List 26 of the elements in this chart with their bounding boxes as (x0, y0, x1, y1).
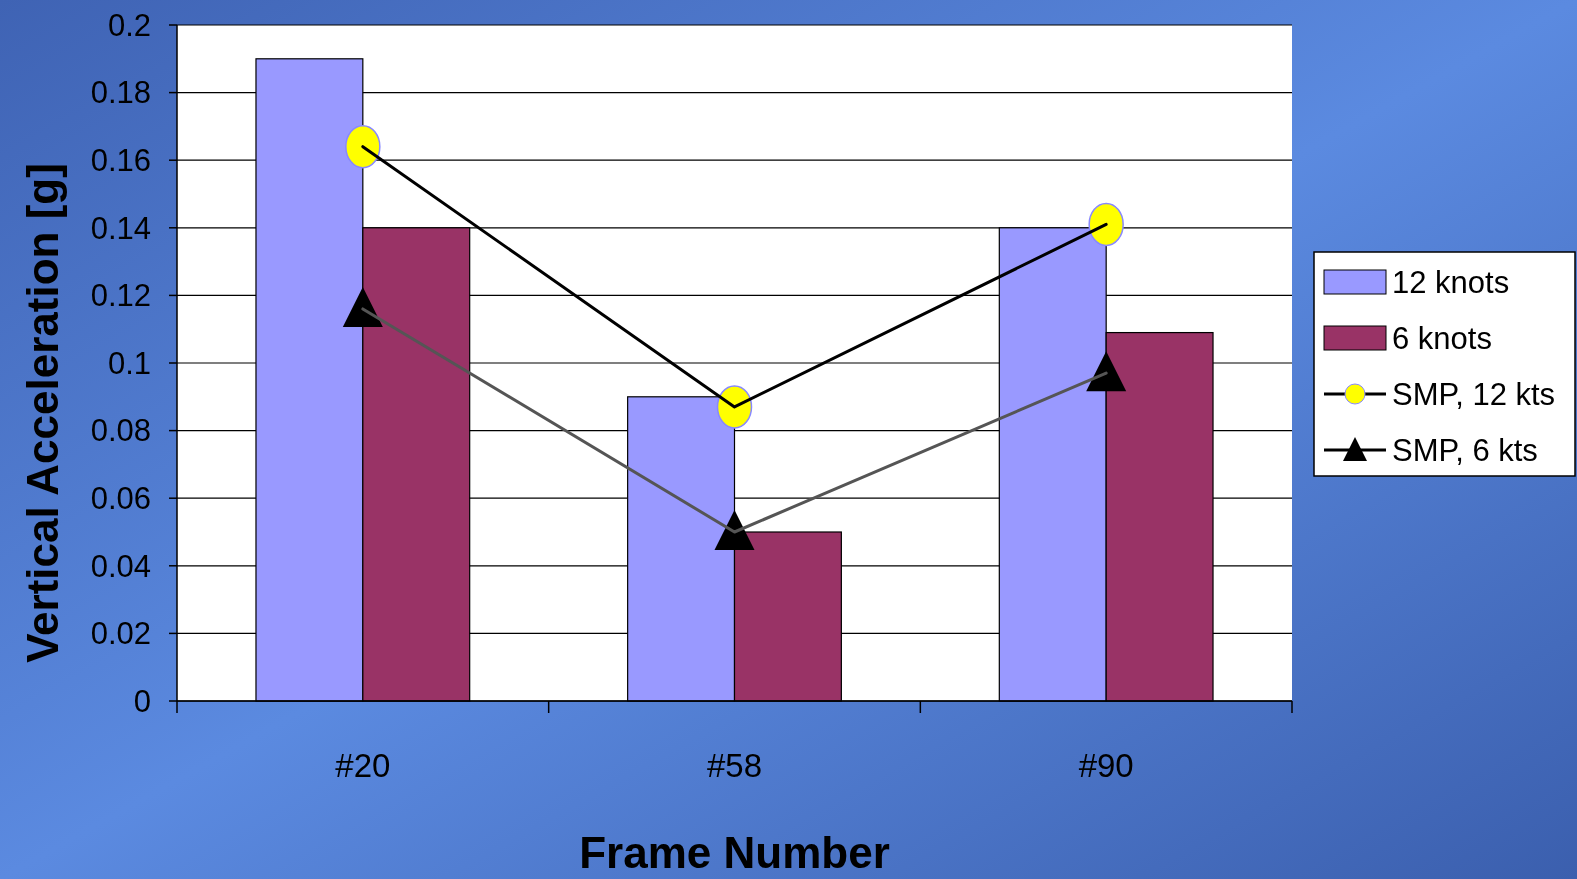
y-tick-label: 0.18 (90, 75, 151, 111)
x-tick-label: #20 (335, 747, 391, 784)
y-tick-label: 0.12 (90, 278, 151, 314)
x-tick-label: #90 (1078, 747, 1134, 784)
y-tick-label: 0.1 (107, 345, 151, 381)
legend-label: SMP, 12 kts (1392, 376, 1556, 412)
point (1086, 351, 1127, 392)
y-tick-label: 0.16 (90, 143, 151, 179)
y-tick-label: 0.14 (90, 210, 151, 246)
y-axis-title: Vertical Acceleration [g] (18, 163, 67, 663)
point (714, 510, 755, 550)
legend-label: 12 knots (1392, 264, 1510, 300)
y-tick-label: 0.08 (90, 413, 151, 449)
point (345, 124, 381, 169)
y-tick-label: 0.06 (90, 481, 151, 517)
y-tick-label: 0.04 (90, 548, 151, 584)
legend-label: 6 knots (1392, 320, 1492, 356)
x-tick-label: #58 (706, 747, 763, 784)
legend-label: SMP, 6 kts (1392, 432, 1538, 468)
y-tick-label: 0.2 (107, 7, 151, 43)
x-axis-title: Frame Number (579, 828, 890, 877)
point (342, 286, 383, 327)
point (1088, 202, 1124, 247)
point (716, 385, 753, 429)
y-tick-label: 0 (133, 683, 151, 719)
y-tick-label: 0.02 (90, 616, 151, 652)
